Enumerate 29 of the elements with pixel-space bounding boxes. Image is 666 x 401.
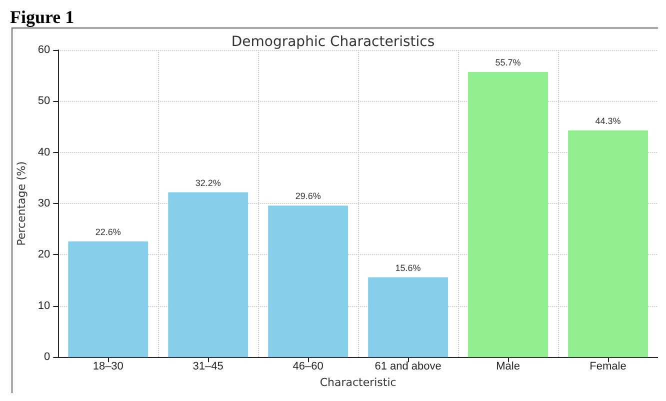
chart-title: Demographic Characteristics — [231, 34, 435, 50]
x-tick-label: 46–60 — [292, 360, 324, 373]
caption: Figure 1 — [10, 7, 74, 27]
y-tick-label: 20 — [38, 248, 50, 261]
data-label: 32.2% — [195, 178, 221, 188]
x-tick-label: 18–30 — [92, 360, 124, 373]
bar — [568, 130, 648, 358]
data-label: 22.6% — [95, 226, 121, 237]
bar — [368, 277, 448, 358]
x-tick-label: Male — [496, 360, 520, 373]
bar — [268, 206, 348, 358]
data-label: 55.7% — [495, 58, 521, 68]
bar — [68, 241, 148, 358]
x-tick-label: 61 and above — [374, 360, 442, 373]
x-tick-label: 31–45 — [192, 360, 224, 373]
bar — [468, 72, 548, 358]
data-label: 15.6% — [395, 262, 421, 273]
y-tick-label: 10 — [38, 300, 50, 312]
y-tick-label: 40 — [38, 146, 50, 158]
bar — [168, 192, 248, 358]
y-tick-label: 60 — [38, 44, 50, 56]
y-axis-title: Percentage (%) — [15, 161, 28, 246]
x-tick-label: Female — [590, 360, 626, 373]
data-label: 44.3% — [595, 116, 621, 126]
y-tick-label: 50 — [38, 95, 50, 108]
data-label: 29.6% — [295, 191, 321, 202]
y-tick-label: 0 — [44, 351, 50, 364]
x-axis-title: Characteristic — [320, 376, 396, 389]
y-tick-label: 30 — [38, 198, 50, 210]
